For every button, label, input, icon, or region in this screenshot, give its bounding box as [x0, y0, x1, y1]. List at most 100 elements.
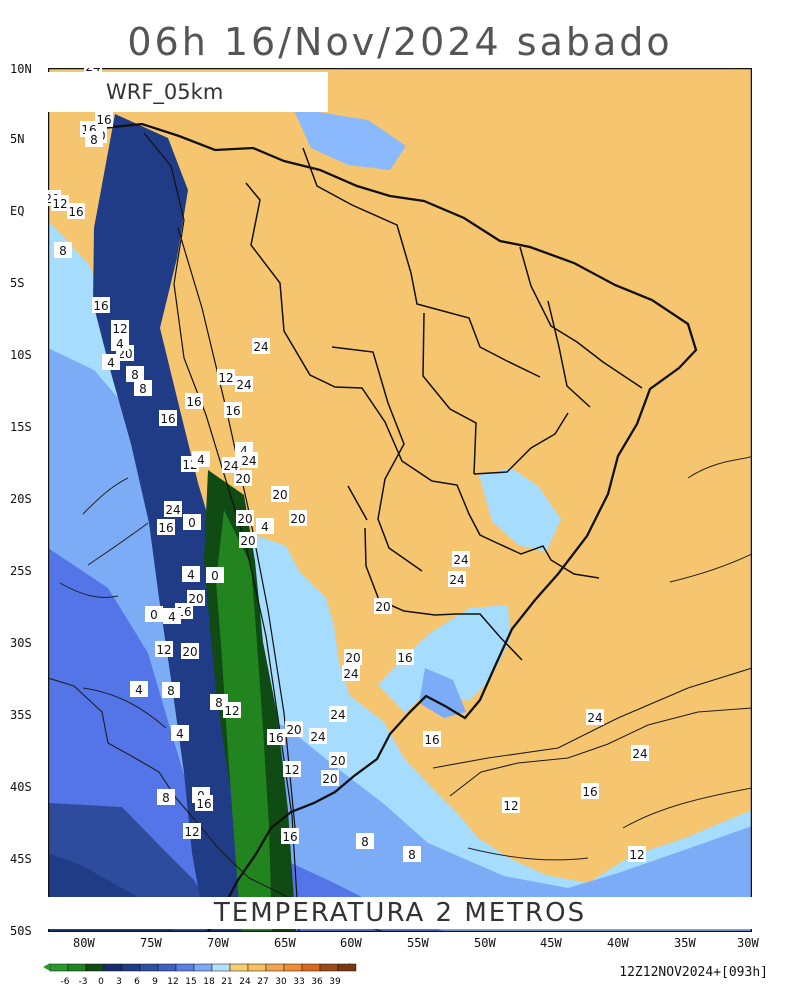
contour-label-box	[51, 195, 69, 211]
contour-label-box	[224, 402, 242, 418]
legend-value: 18	[203, 977, 215, 987]
contour-label-box	[423, 731, 441, 747]
legend-value: 0	[98, 977, 104, 987]
contour-label-box	[256, 518, 274, 534]
contour-label-box	[183, 823, 201, 839]
latitude-label: 5N	[10, 132, 25, 146]
contour-label-box	[54, 242, 72, 258]
contour-value-label: 16	[397, 651, 412, 665]
contour-label-box	[396, 649, 414, 665]
contour-value-label: 12	[52, 197, 67, 211]
contour-value-label: 16	[160, 412, 175, 426]
longitude-label: 75W	[140, 936, 162, 950]
contour-label-box	[374, 598, 392, 614]
contour-label-box	[183, 514, 201, 530]
contour-value-label: 8	[408, 848, 416, 862]
longitude-label: 40W	[607, 936, 629, 950]
contour-label-box	[84, 68, 102, 74]
contour-value-label: 16	[93, 299, 108, 313]
contour-label-box	[267, 729, 285, 745]
contour-label-box	[181, 643, 199, 659]
contour-value-label: 16	[186, 395, 201, 409]
contour-value-label: 24	[241, 454, 256, 468]
legend-swatch	[247, 963, 267, 972]
legend-value: 33	[293, 977, 304, 987]
legend-swatch	[121, 963, 141, 972]
contour-label-box	[111, 320, 129, 336]
contour-value-label: 16	[196, 797, 211, 811]
legend-swatch	[301, 963, 321, 972]
legend-swatch	[211, 963, 231, 972]
longitude-label: 50W	[474, 936, 496, 950]
contour-value-label: 8	[90, 133, 98, 147]
contour-value-label: 20	[235, 472, 250, 486]
contour-label-box	[159, 410, 177, 426]
contour-value-label: 16	[282, 830, 297, 844]
contour-value-label: 24	[632, 747, 647, 761]
contour-value-label: 20	[286, 723, 301, 737]
contour-value-label: 4	[176, 727, 184, 741]
contour-value-label: 20	[182, 645, 197, 659]
latitude-label: 30S	[10, 636, 32, 650]
contour-label-box	[356, 833, 374, 849]
contour-value-label: 24	[343, 667, 358, 681]
legend-value: 27	[257, 977, 268, 987]
contour-label-box	[234, 470, 252, 486]
legend-value: 39	[329, 977, 341, 987]
contour-value-label: 16	[268, 731, 283, 745]
legend-value: 36	[311, 977, 323, 987]
contour-label-box	[155, 641, 173, 657]
contour-label-box	[281, 828, 299, 844]
map-title: 06h 16/Nov/2024 sabado	[127, 20, 673, 64]
contour-value-label: 0	[150, 608, 158, 622]
contour-value-label: 20	[240, 534, 255, 548]
contour-value-label: 4	[261, 520, 269, 534]
contour-label-box	[329, 706, 347, 722]
longitude-label: 65W	[274, 936, 296, 950]
contour-label-box	[95, 111, 113, 127]
contour-label-box	[185, 393, 203, 409]
contour-value-label: 16	[158, 521, 173, 535]
legend-swatch	[103, 963, 123, 972]
contour-value-label: 12	[284, 763, 299, 777]
contour-label-box	[111, 335, 129, 351]
contour-value-label: 24	[330, 708, 345, 722]
contour-label-box	[102, 354, 120, 370]
contour-label-box	[145, 606, 163, 622]
contour-label-box	[342, 665, 360, 681]
latitude-label: 45S	[10, 852, 32, 866]
latitude-label: 25S	[10, 564, 32, 578]
contour-label-box	[452, 551, 470, 567]
legend-value: 24	[239, 977, 251, 987]
legend-value: -6	[61, 977, 70, 987]
contour-label-box	[195, 795, 213, 811]
contour-value-label: 20	[188, 592, 203, 606]
legend-swatch	[157, 963, 177, 972]
contour-value-label: 24	[587, 711, 602, 725]
contour-value-label: 8	[361, 835, 369, 849]
temperature-legend: -6 -3 0 3 6 9 12 15 18 21 24 27 30 33 36 39	[43, 963, 357, 987]
legend-value: 12	[167, 977, 178, 987]
contour-label-box	[628, 846, 646, 862]
legend-swatch	[49, 963, 69, 972]
contour-value-label: 20	[237, 512, 252, 526]
run-label: 12Z12NOV2024+[093h]	[619, 965, 768, 980]
latitude-label: 20S	[10, 492, 32, 506]
contour-value-label: 24	[223, 459, 238, 473]
contour-label-box	[134, 380, 152, 396]
field-title: TEMPERATURA 2 METROS	[48, 897, 752, 929]
contour-value-label: 24	[253, 340, 268, 354]
contour-label-box	[163, 608, 181, 624]
legend-high-arrow	[349, 963, 356, 971]
contour-label-box	[283, 761, 301, 777]
contour-value-label: 16	[225, 404, 240, 418]
legend-swatch	[229, 963, 249, 972]
contour-value-label: 12	[112, 322, 127, 336]
longitude-label: 30W	[737, 936, 759, 950]
latitude-label: 35S	[10, 708, 32, 722]
contour-label-box	[321, 770, 339, 786]
contour-label-box	[285, 721, 303, 737]
legend-swatch	[265, 963, 285, 972]
contour-label-box	[581, 783, 599, 799]
contour-label-box	[223, 702, 241, 718]
